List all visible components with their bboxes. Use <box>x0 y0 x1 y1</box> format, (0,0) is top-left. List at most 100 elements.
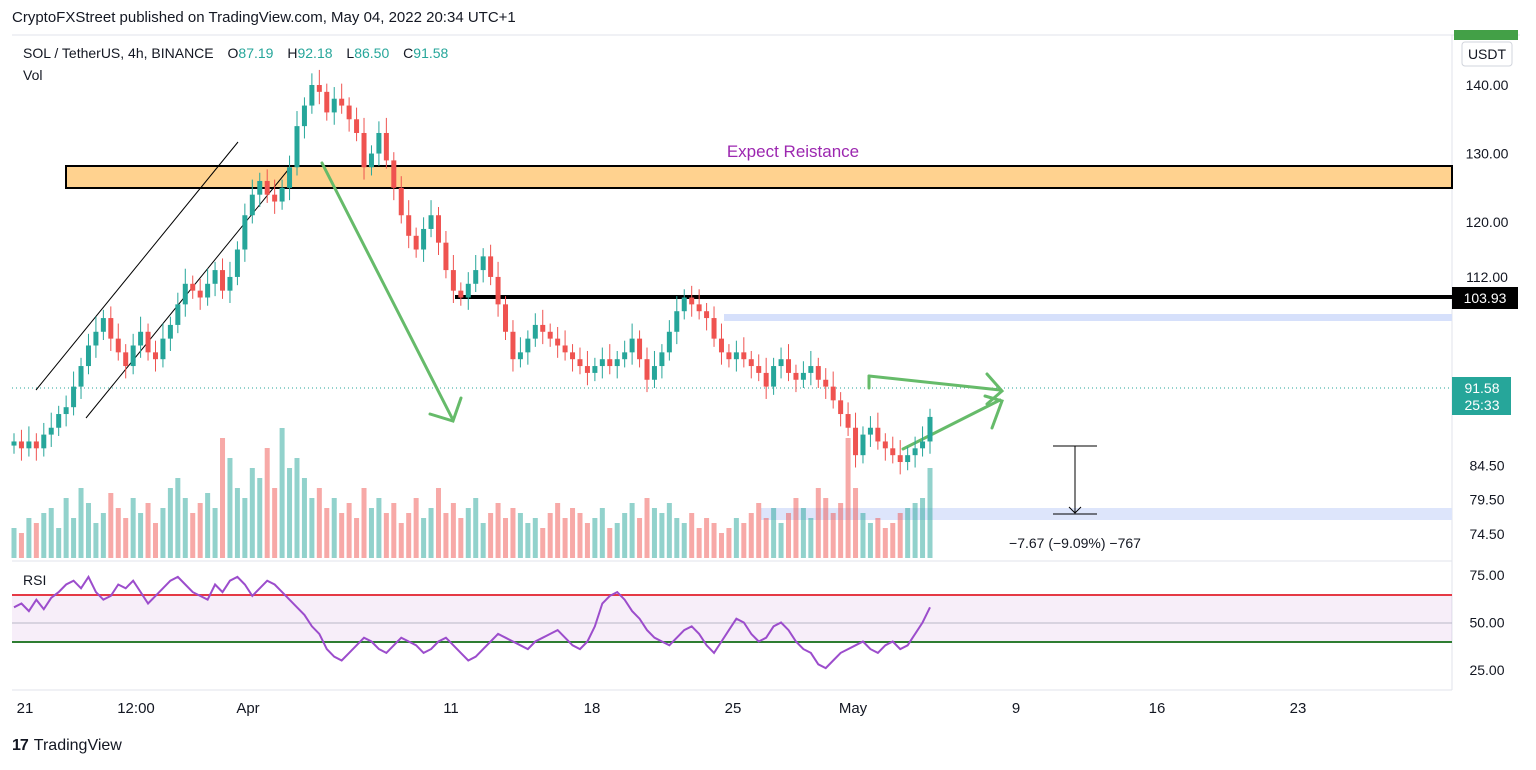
currency-box[interactable] <box>1461 41 1513 67</box>
volume-bar <box>205 493 211 558</box>
down-arrow[interactable] <box>320 161 463 423</box>
candle-body <box>85 345 91 367</box>
volume-bar <box>584 523 590 558</box>
legend-high-label: H <box>287 45 298 61</box>
candle-body <box>592 366 598 373</box>
candle-body <box>867 427 873 435</box>
volume-bar <box>838 503 844 558</box>
candle-body <box>912 448 918 456</box>
price-axis[interactable]: 140.00130.00120.00112.0096.5084.5079.507… <box>1466 77 1509 542</box>
candle-body <box>808 366 814 373</box>
candle-body <box>793 372 799 380</box>
volume-bar <box>763 518 769 558</box>
legend-low: 86.50 <box>354 45 390 61</box>
volume-bar <box>696 528 702 558</box>
volume-bar <box>175 478 181 558</box>
volume-bar <box>249 468 255 558</box>
candle-body <box>41 434 47 449</box>
candle-body <box>555 338 561 346</box>
volume-bar <box>368 508 374 558</box>
price-tick-label: 74.50 <box>1469 526 1504 542</box>
volume-bar <box>346 503 352 558</box>
legend-open-label: O <box>227 45 239 61</box>
candle-body <box>406 215 412 236</box>
channel-upper-line[interactable] <box>35 141 239 391</box>
price-chart[interactable]: Expect Reistance 103.93 −7.67 (−9.09%) −… <box>0 0 1536 730</box>
candle-body <box>56 414 62 428</box>
volume-bar <box>570 508 576 558</box>
volume-bar <box>927 468 933 558</box>
candle-body <box>428 215 434 229</box>
candle-body <box>756 366 762 373</box>
candle-body <box>234 249 240 277</box>
rsi-label[interactable]: RSI <box>23 572 47 588</box>
time-axis[interactable]: 21 12:00 Apr 11 18 25 May 9 16 23 <box>17 700 1307 717</box>
volume-bar <box>786 513 792 558</box>
candle-body <box>845 414 851 428</box>
last-price-badge <box>1452 377 1511 415</box>
candle-body <box>897 455 903 463</box>
candle-body <box>644 359 650 380</box>
rsi-tick-label: 25.00 <box>1469 662 1504 678</box>
volume-bar <box>339 513 345 558</box>
candle-body <box>711 318 717 339</box>
volume-bar <box>197 503 203 558</box>
triangle-pattern[interactable] <box>867 372 1005 451</box>
price-tick-label: 112.00 <box>1466 269 1508 285</box>
volume-bar <box>115 508 121 558</box>
volume-bar <box>123 518 129 558</box>
rsi-axis[interactable]: 75.00 50.00 25.00 <box>1469 567 1504 678</box>
candle-body <box>651 366 657 380</box>
candle-body <box>272 194 278 202</box>
candle-body <box>205 283 211 298</box>
volume-bar <box>421 518 427 558</box>
candle-body <box>152 352 158 360</box>
volume-bar <box>294 458 300 558</box>
legend-low-label: L <box>346 45 355 61</box>
candle-body <box>287 167 293 188</box>
legend-symbol[interactable]: SOL / TetherUS, 4h, BINANCE <box>23 45 214 61</box>
candle-body <box>190 283 196 291</box>
time-tick-label: 23 <box>1290 700 1307 717</box>
volume-bar <box>510 508 516 558</box>
candle-body <box>718 338 724 353</box>
volume-bar <box>480 523 486 558</box>
resistance-zone[interactable] <box>65 165 1453 189</box>
support-band-upper <box>724 314 1452 321</box>
volume-bar <box>800 508 806 558</box>
candle-body <box>115 338 121 353</box>
volume-bar <box>517 513 523 558</box>
candle-body <box>421 228 427 250</box>
volume-bar <box>316 488 322 558</box>
candle-body <box>301 105 307 127</box>
price-tick-label: 120.00 <box>1466 214 1509 230</box>
volume-bar <box>845 438 851 558</box>
price-tick-label: 140.00 <box>1466 77 1509 93</box>
time-tick-label: 16 <box>1149 700 1166 717</box>
candle-body <box>197 290 203 298</box>
volume-bar <box>398 523 404 558</box>
candle-body <box>458 290 464 298</box>
volume-label[interactable]: Vol <box>23 67 43 83</box>
candle-body <box>704 311 710 319</box>
legend-high: 92.18 <box>297 45 333 61</box>
candle-body <box>778 359 784 367</box>
candle-body <box>413 235 419 250</box>
volume-bar <box>771 508 777 558</box>
volume-bar <box>659 513 665 558</box>
currency-top-badge <box>1454 30 1518 40</box>
candle-body <box>517 352 523 360</box>
time-tick-label: 18 <box>584 700 601 717</box>
volume-bar <box>212 508 218 558</box>
volume-bar <box>473 498 479 558</box>
volume-bar <box>138 513 144 558</box>
candle-body <box>607 359 613 367</box>
brand[interactable]: 17 TradingView <box>12 737 122 755</box>
candle-body <box>473 270 479 284</box>
candle-body <box>503 304 509 332</box>
measure-tool[interactable] <box>1053 445 1097 515</box>
candle-body <box>689 297 695 305</box>
rsi-line[interactable] <box>13 574 931 670</box>
volume-bar <box>435 488 441 558</box>
volume-bar <box>272 488 278 558</box>
